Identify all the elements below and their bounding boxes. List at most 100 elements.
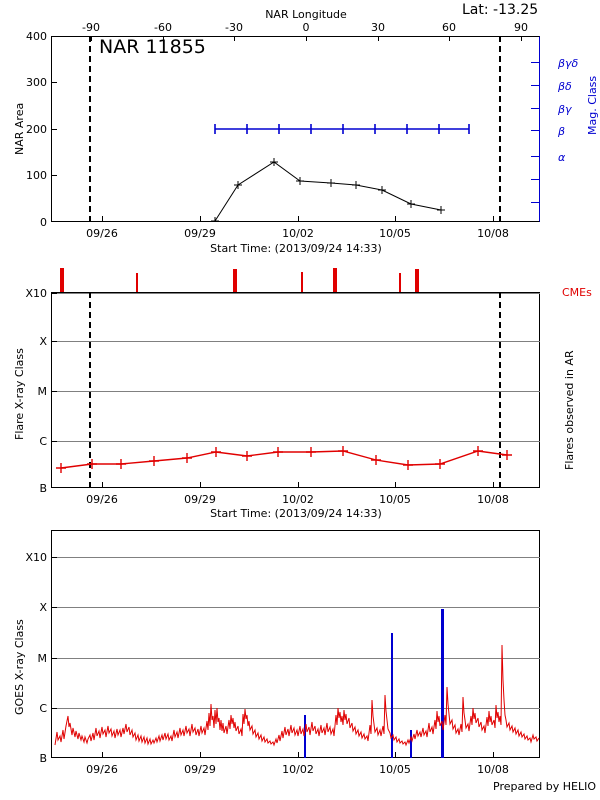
top-tick-label-1: -60 [154, 21, 172, 34]
panel1-left-tick [51, 221, 57, 222]
cmes-label: CMEs [562, 286, 592, 299]
panel1-top-tick [163, 36, 164, 41]
panel3-frame [51, 530, 540, 758]
panel1-left-tick [51, 82, 57, 83]
top-tick-label-0: -90 [82, 21, 100, 34]
panel3-ytick-c: C [39, 702, 47, 715]
panel3-xtick-1: 09/29 [184, 763, 216, 776]
panel3-bottom-tick [493, 752, 494, 758]
panel2-xtick-3: 10/05 [379, 493, 411, 506]
panel1-left-tick [51, 36, 57, 37]
panel2-bottom-tick [298, 482, 299, 488]
panel2-gridline-x [51, 341, 540, 342]
prepared-by-label: Prepared by HELIO [493, 780, 596, 793]
panel3-xtick-2: 10/02 [282, 763, 314, 776]
panel3-plot [51, 530, 540, 758]
panel1-top-tick [521, 36, 522, 41]
panel1-right-tick [531, 62, 540, 63]
panel1-ylabel: NAR Area [13, 102, 26, 155]
panel1-top-tick [306, 36, 307, 41]
panel3-ytick-x10: X10 [25, 551, 47, 564]
panel1-right-tick [531, 130, 540, 131]
top-tick-label-4: 30 [371, 21, 385, 34]
panel2-left-tick [51, 391, 57, 392]
panel3-series-svg [54, 609, 540, 758]
panel3-gridline-m [51, 658, 540, 659]
panel3-left-tick [51, 757, 57, 758]
panel3-left-tick [51, 557, 57, 558]
panel1-ytick-400: 400 [26, 30, 47, 43]
ar-flare-bars [304, 609, 444, 758]
top-tick-label-5: 60 [442, 21, 456, 34]
panel1-left-tick [51, 175, 57, 176]
panel-nar-area: Lat: -13.25 NAR Longitude -90 -60 -30 0 … [0, 0, 600, 255]
lat-annotation: Lat: -13.25 [462, 2, 539, 18]
mag-class-tick-betadelta: βδ [558, 80, 572, 93]
cme-marker [60, 268, 64, 294]
mag-class-markers [214, 124, 470, 134]
panel1-ytick-100: 100 [26, 169, 47, 182]
panel1-series-svg [211, 124, 470, 222]
panel-flare-xray-class: CMEs X10 X M C B Flare X-ray Class Flare… [0, 255, 600, 519]
panel1-ytick-300: 300 [26, 76, 47, 89]
flare-class-markers [56, 446, 512, 473]
panel1-right-tick [531, 85, 540, 86]
panel1-bottom-tick [298, 216, 299, 222]
panel1-title: NAR 11855 [99, 36, 206, 58]
panel2-xtick-0: 09/26 [86, 493, 118, 506]
panel1-bottom-tick [493, 216, 494, 222]
panel2-gridline-c [51, 441, 540, 442]
panel3-xtick-4: 10/08 [477, 763, 509, 776]
panel1-right-tick [531, 202, 540, 203]
cme-marker [233, 269, 237, 294]
panel3-left-tick [51, 607, 57, 608]
nar-longitude-axis-label: NAR Longitude [265, 8, 347, 21]
panel2-ytick-x10: X10 [25, 287, 47, 300]
nar-area-markers [211, 158, 445, 222]
panel1-right-tick [531, 179, 540, 180]
panel1-top-tick [378, 36, 379, 41]
panel2-xtick-4: 10/08 [477, 493, 509, 506]
panel3-ytick-m: M [37, 652, 48, 665]
panel1-xtick-4: 10/08 [477, 227, 509, 240]
panel3-xtick-0: 09/26 [86, 763, 118, 776]
east-limb-line [89, 36, 91, 222]
panel1-right-tick [531, 108, 540, 109]
panel1-top-tick [234, 36, 235, 41]
panel3-gridline-x10 [51, 557, 540, 558]
east-limb-line [89, 292, 91, 488]
panel2-plot [51, 292, 540, 488]
panel3-left-tick [51, 708, 57, 709]
panel2-series-svg [56, 446, 512, 473]
panel3-ylabel: GOES X-ray Class [13, 619, 26, 715]
nar-area-line [214, 161, 442, 222]
panel2-y2label: Flares observed in AR [563, 350, 576, 470]
panel1-bottom-tick [200, 216, 201, 222]
cme-marker [415, 269, 419, 294]
panel1-xtick-1: 09/29 [184, 227, 216, 240]
panel1-xtick-2: 10/02 [282, 227, 314, 240]
panel2-ytick-c: C [39, 435, 47, 448]
mag-class-tick-betagammadelta: βγδ [558, 57, 579, 70]
panel1-xtick-0: 09/26 [86, 227, 118, 240]
panel2-bottom-tick [200, 482, 201, 488]
mag-class-tick-beta: β [558, 125, 566, 138]
panel1-bottom-tick [395, 216, 396, 222]
panel3-bottom-tick [200, 752, 201, 758]
panel3-ytick-x: X [39, 601, 47, 614]
panel2-bottom-tick [395, 482, 396, 488]
panel1-xlabel: Start Time: (2013/09/24 14:33) [210, 242, 382, 255]
top-tick-label-2: -30 [225, 21, 243, 34]
panel1-ytick-200: 200 [26, 123, 47, 136]
panel3-ytick-b: B [39, 752, 47, 765]
panel2-ytick-m: M [37, 385, 48, 398]
panel2-left-tick [51, 441, 57, 442]
panel2-gridline-m [51, 391, 540, 392]
top-tick-label-6: 90 [514, 21, 528, 34]
panel-goes-xray: X10 X M C B GOES X-ray Class [0, 515, 600, 800]
panel1-left-tick [51, 129, 57, 130]
panel2-gridline-x10 [51, 293, 540, 294]
panel2-ytick-x: X [39, 335, 47, 348]
mag-class-axis-label: Mag. Class [586, 75, 599, 135]
